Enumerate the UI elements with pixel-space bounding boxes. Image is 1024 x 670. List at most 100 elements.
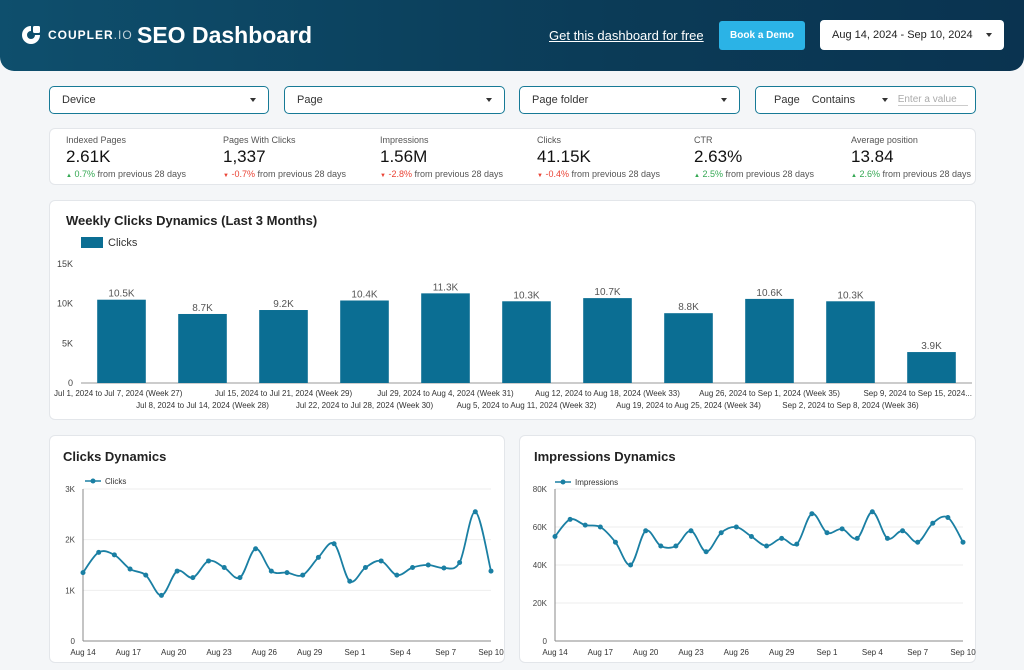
data-point[interactable] <box>643 528 649 534</box>
data-point[interactable] <box>206 558 212 564</box>
x-tick-label: Sep 7 <box>435 648 456 657</box>
data-point[interactable] <box>237 575 243 581</box>
data-point[interactable] <box>315 554 321 560</box>
chevron-down-icon <box>250 98 256 102</box>
data-point[interactable] <box>96 549 102 555</box>
data-point[interactable] <box>347 578 353 584</box>
data-point[interactable] <box>582 522 588 528</box>
data-point[interactable] <box>869 509 875 515</box>
data-point[interactable] <box>945 515 951 520</box>
data-point[interactable] <box>809 511 815 517</box>
bar[interactable] <box>826 301 875 383</box>
device-filter[interactable]: Device <box>49 86 269 114</box>
page-folder-filter[interactable]: Page folder <box>519 86 740 114</box>
data-point[interactable] <box>410 565 416 571</box>
kpi-value: 1,337 <box>223 147 266 166</box>
data-point[interactable] <box>688 528 694 534</box>
date-range-picker[interactable]: Aug 14, 2024 - Sep 10, 2024 <box>820 20 1004 50</box>
data-point[interactable] <box>915 539 921 545</box>
data-point[interactable] <box>127 566 133 572</box>
data-point[interactable] <box>960 539 966 545</box>
data-point[interactable] <box>378 558 384 564</box>
bar[interactable] <box>178 313 227 383</box>
impressions-dynamics-card: Impressions Dynamics Impressions 0 20K 40K 6… <box>519 435 976 663</box>
kpi-card: Indexed Pages 2.61K ▲ 0.7% from previous 2… <box>49 128 976 185</box>
data-point[interactable] <box>472 509 478 515</box>
bar[interactable] <box>745 298 794 383</box>
data-point[interactable] <box>718 530 724 536</box>
data-point[interactable] <box>628 562 634 568</box>
data-point[interactable] <box>362 565 368 571</box>
page-value-input[interactable] <box>897 94 968 106</box>
x-tick-label: Aug 20 <box>161 648 187 657</box>
y-tick-label: 40K <box>533 561 548 570</box>
data-point[interactable] <box>174 568 180 574</box>
data-point[interactable] <box>733 524 739 530</box>
get-dashboard-link[interactable]: Get this dashboard for free <box>549 28 704 43</box>
data-point[interactable] <box>884 535 890 541</box>
data-point[interactable] <box>854 535 860 541</box>
data-point[interactable] <box>552 534 558 539</box>
data-point[interactable] <box>748 534 754 539</box>
data-point[interactable] <box>658 543 664 549</box>
data-point[interactable] <box>221 565 227 571</box>
data-point[interactable] <box>111 552 117 558</box>
y-tick-label: 0 <box>543 637 548 646</box>
data-point[interactable] <box>268 568 274 574</box>
header-bar: COUPLER.IO SEO Dashboard Get this dashbo… <box>0 0 1024 71</box>
x-tick-label: Aug 26 <box>252 648 278 657</box>
data-point[interactable] <box>673 543 679 549</box>
x-tick-label: Sep 4 <box>862 648 883 657</box>
weekly-chart-title: Weekly Clicks Dynamics (Last 3 Months) <box>66 213 318 228</box>
data-point[interactable] <box>284 570 290 576</box>
data-point[interactable] <box>839 526 845 532</box>
bar-data-label: 11.3K <box>433 282 459 293</box>
operator-select[interactable]: Contains <box>812 94 894 106</box>
page-filter[interactable]: Page <box>284 86 505 114</box>
bar[interactable] <box>97 299 146 383</box>
data-point[interactable] <box>779 535 785 541</box>
data-point[interactable] <box>300 572 306 578</box>
data-point[interactable] <box>930 520 936 526</box>
x-tick-label: Aug 5, 2024 to Aug 11, 2024 (Week 32) <box>457 401 597 410</box>
kpi-delta-suffix: from previous 28 days <box>882 169 972 179</box>
bar[interactable] <box>583 298 632 383</box>
data-point[interactable] <box>567 516 573 522</box>
y-tick-label: 0 <box>68 378 73 388</box>
bar[interactable] <box>259 310 308 383</box>
bar[interactable] <box>340 300 389 383</box>
data-point[interactable] <box>764 543 770 549</box>
data-point[interactable] <box>394 572 400 578</box>
data-point[interactable] <box>441 565 447 571</box>
data-point[interactable] <box>457 559 463 565</box>
data-point[interactable] <box>143 572 149 578</box>
x-tick-label: Jul 1, 2024 to Jul 7, 2024 (Week 27) <box>54 389 183 398</box>
data-point[interactable] <box>331 541 337 547</box>
bar[interactable] <box>664 313 713 383</box>
data-point[interactable] <box>190 575 196 581</box>
weekly-clicks-chart: Clicks 0 5K 10K 15K 10.5K Jul 1, 2024 to Jul 7… <box>54 237 972 410</box>
x-tick-label: Aug 17 <box>588 648 614 657</box>
data-point[interactable] <box>612 539 618 545</box>
clicks-chart-title: Clicks Dynamics <box>63 449 167 464</box>
data-point[interactable] <box>597 524 603 530</box>
data-point[interactable] <box>900 528 906 534</box>
bar-data-label: 3.9K <box>921 341 942 352</box>
x-tick-label: Sep 10 <box>478 648 504 657</box>
data-point[interactable] <box>824 530 830 536</box>
data-point[interactable] <box>80 570 86 576</box>
data-point[interactable] <box>425 562 431 568</box>
bar[interactable] <box>421 293 470 383</box>
data-point[interactable] <box>253 546 259 552</box>
bar-data-label: 10.5K <box>108 289 134 300</box>
data-point[interactable] <box>703 549 709 555</box>
x-tick-label: Sep 9, 2024 to Sep 15, 2024... <box>863 389 972 398</box>
bar[interactable] <box>907 352 956 383</box>
bar[interactable] <box>502 301 551 383</box>
coupler-logo[interactable]: COUPLER.IO <box>20 24 133 46</box>
data-point[interactable] <box>794 541 800 547</box>
book-demo-button[interactable]: Book a Demo <box>719 21 805 50</box>
y-tick-label: 10K <box>57 299 73 309</box>
data-point[interactable] <box>488 568 494 574</box>
data-point[interactable] <box>158 592 164 598</box>
